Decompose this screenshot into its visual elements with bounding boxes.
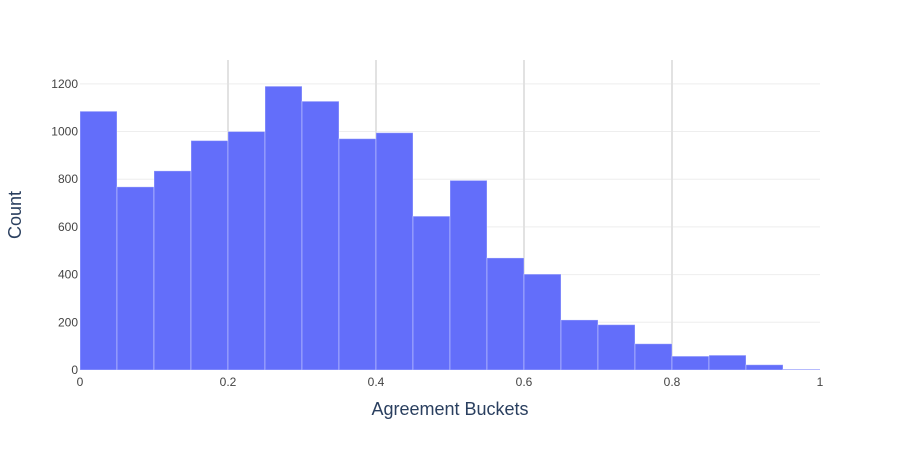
x-axis-title: Agreement Buckets (371, 399, 528, 419)
histogram-bar (412, 215, 451, 371)
histogram-bar (153, 170, 192, 371)
bars-layer (79, 85, 821, 371)
x-axis-ticks: 0 0.2 0.4 0.6 0.8 1 (77, 375, 824, 389)
x-tick-label: 1 (817, 375, 824, 389)
histogram-bar (375, 132, 414, 371)
y-tick-label: 400 (58, 268, 78, 282)
histogram-bar (116, 186, 155, 371)
histogram-bar (523, 273, 562, 371)
histogram-bar (227, 131, 266, 371)
histogram-bar (79, 110, 118, 371)
histogram-bar (782, 368, 821, 371)
histogram-bar (634, 343, 673, 371)
histogram-bar (190, 140, 229, 371)
y-axis-ticks: 0 200 400 600 800 1000 1200 (51, 77, 78, 377)
histogram-bar (338, 138, 377, 371)
histogram-bar (745, 364, 784, 371)
x-tick-label: 0.8 (664, 375, 681, 389)
y-tick-label: 600 (58, 220, 78, 234)
y-tick-label: 200 (58, 315, 78, 329)
y-tick-label: 1200 (51, 77, 78, 91)
histogram-bar (708, 354, 747, 371)
x-tick-label: 0 (77, 375, 84, 389)
histogram-bar (597, 324, 636, 371)
y-tick-label: 1000 (51, 125, 78, 139)
histogram-bar (301, 100, 340, 371)
y-axis-title: Count (5, 191, 25, 239)
y-tick-label: 800 (58, 172, 78, 186)
histogram-bar (264, 85, 303, 371)
x-tick-label: 0.2 (220, 375, 237, 389)
histogram-bar (449, 179, 488, 371)
histogram-bar (560, 319, 599, 371)
x-tick-label: 0.4 (368, 375, 385, 389)
y-tick-label: 0 (71, 363, 78, 377)
x-tick-label: 0.6 (516, 375, 533, 389)
histogram-bar (486, 257, 525, 371)
histogram-bar (671, 355, 710, 371)
